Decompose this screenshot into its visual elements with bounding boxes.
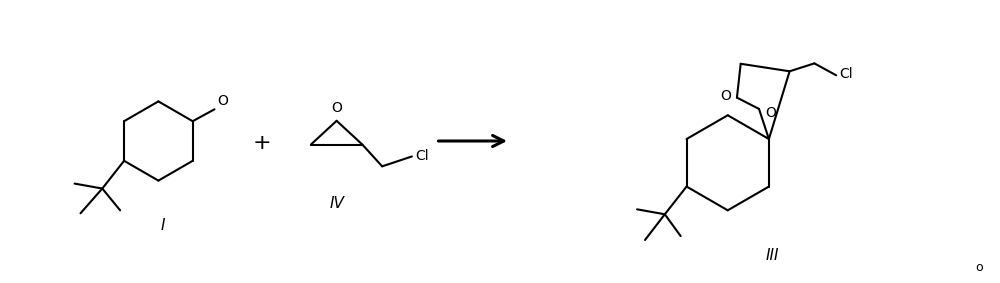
Text: O: O xyxy=(720,89,731,103)
Text: O: O xyxy=(765,106,776,120)
Text: O: O xyxy=(217,94,228,108)
Text: Cl: Cl xyxy=(839,67,853,81)
Text: Cl: Cl xyxy=(415,149,428,164)
Text: IV: IV xyxy=(329,196,344,211)
Text: I: I xyxy=(161,218,166,233)
Text: +: + xyxy=(253,133,272,153)
Text: III: III xyxy=(766,248,779,263)
Text: o: o xyxy=(976,261,983,274)
Text: O: O xyxy=(331,101,342,115)
